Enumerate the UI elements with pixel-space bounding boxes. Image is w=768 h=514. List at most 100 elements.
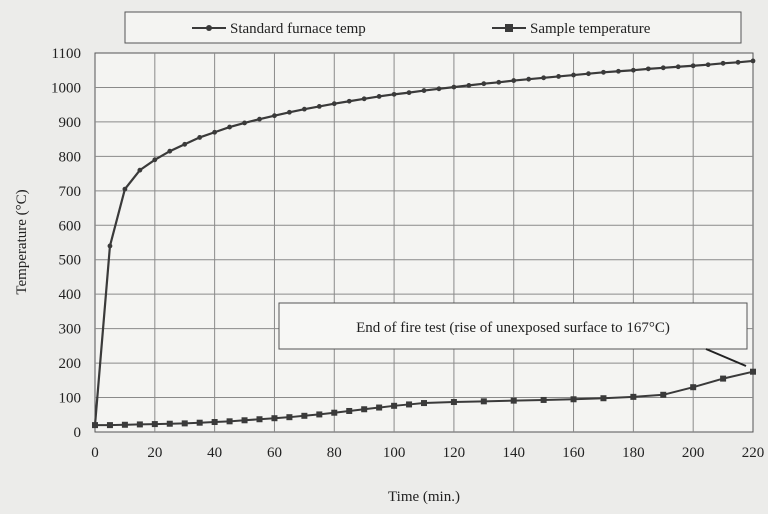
- y-axis-label: Temperature (°C): [14, 189, 30, 294]
- data-point: [331, 101, 337, 107]
- x-tick-label: 200: [682, 445, 705, 461]
- data-point: [556, 74, 561, 79]
- data-point: [152, 157, 158, 163]
- data-point: [660, 391, 667, 398]
- data-point: [421, 400, 427, 407]
- data-point: [122, 186, 128, 192]
- data-point: [92, 422, 98, 429]
- data-point: [601, 69, 606, 75]
- data-point: [690, 384, 697, 391]
- x-axis-label: Time (min.): [388, 489, 460, 505]
- data-point: [137, 167, 143, 173]
- data-point: [107, 243, 113, 249]
- data-point: [301, 106, 307, 112]
- x-tick-label: 60: [267, 445, 282, 461]
- data-point: [705, 62, 711, 68]
- annotation-text: End of fire test (rise of unexposed surf…: [356, 320, 670, 336]
- data-point: [376, 94, 382, 99]
- y-tick-label: 200: [59, 356, 82, 372]
- data-point: [480, 398, 487, 405]
- y-tick-label: 900: [59, 115, 82, 131]
- data-point: [211, 419, 218, 426]
- legend-label: Sample temperature: [530, 21, 651, 37]
- data-point: [136, 421, 143, 428]
- series-sample-temperature: [92, 368, 756, 429]
- data-point: [570, 396, 577, 403]
- legend: Standard furnace temp Sample temperature: [124, 11, 742, 44]
- data-point: [586, 71, 591, 77]
- annotation-box: [278, 302, 748, 350]
- legend-marker: [505, 24, 513, 32]
- data-point: [391, 402, 398, 409]
- data-point: [361, 406, 368, 413]
- data-point: [272, 113, 277, 119]
- x-tick-label: 40: [207, 445, 222, 461]
- data-point: [511, 78, 517, 83]
- data-point: [286, 414, 293, 421]
- y-tick-label: 800: [59, 149, 82, 165]
- legend-marker: [206, 25, 212, 31]
- data-point: [346, 98, 352, 104]
- data-point: [287, 109, 292, 115]
- end-of-test-annotation: End of fire test (rise of unexposed surf…: [278, 302, 748, 367]
- series-layer: [92, 58, 756, 429]
- y-tick-label: 0: [74, 425, 82, 441]
- data-point: [600, 395, 607, 402]
- data-point: [257, 116, 262, 122]
- data-point: [450, 399, 457, 406]
- data-point: [645, 66, 651, 72]
- data-point: [197, 135, 203, 140]
- data-point: [196, 419, 203, 426]
- data-point: [316, 411, 323, 418]
- data-point: [181, 420, 188, 427]
- x-tick-label: 0: [91, 445, 99, 461]
- y-tick-label: 700: [59, 184, 82, 200]
- data-point: [630, 393, 637, 400]
- data-point: [301, 412, 308, 419]
- data-point: [361, 96, 367, 102]
- data-point: [750, 368, 756, 375]
- data-point: [241, 417, 248, 424]
- x-tick-label: 80: [327, 445, 342, 461]
- x-tick-label: 120: [443, 445, 466, 461]
- data-point: [271, 415, 278, 422]
- x-tick-label: 100: [383, 445, 406, 461]
- data-point: [421, 88, 427, 93]
- legend-box: [124, 11, 742, 44]
- y-tick-label: 600: [59, 218, 82, 234]
- data-point: [346, 407, 353, 414]
- data-point: [331, 409, 338, 416]
- data-point: [541, 75, 547, 81]
- y-tick-label: 100: [59, 391, 82, 407]
- data-point: [630, 67, 636, 73]
- x-tick-label: 180: [622, 445, 645, 461]
- data-point: [466, 82, 472, 88]
- axis-ticks: 0 20 40 60 80 100 120 140 160 180 200 220 0 100 200 300…: [51, 46, 764, 461]
- y-tick-label: 300: [59, 322, 82, 338]
- legend-label: Standard furnace temp: [230, 21, 366, 37]
- data-point: [750, 58, 756, 64]
- data-point: [526, 76, 532, 82]
- data-point: [571, 72, 576, 78]
- data-point: [735, 59, 741, 65]
- plot-area: [94, 52, 754, 433]
- y-tick-label: 1100: [52, 46, 81, 62]
- legend-item-sample-temperature: Sample temperature: [492, 21, 651, 37]
- data-point: [151, 421, 158, 428]
- x-tick-label: 160: [562, 445, 585, 461]
- data-point: [436, 86, 442, 92]
- data-point: [510, 397, 517, 404]
- x-tick-label: 220: [742, 445, 765, 461]
- data-point: [121, 421, 128, 428]
- data-point: [391, 91, 397, 97]
- data-point: [226, 418, 233, 425]
- data-point: [106, 422, 113, 429]
- data-point: [496, 79, 502, 85]
- data-point: [376, 404, 383, 411]
- y-tick-label: 500: [59, 253, 82, 269]
- data-point: [481, 81, 487, 87]
- data-point: [212, 129, 218, 135]
- x-tick-label: 140: [502, 445, 525, 461]
- data-point: [540, 396, 547, 403]
